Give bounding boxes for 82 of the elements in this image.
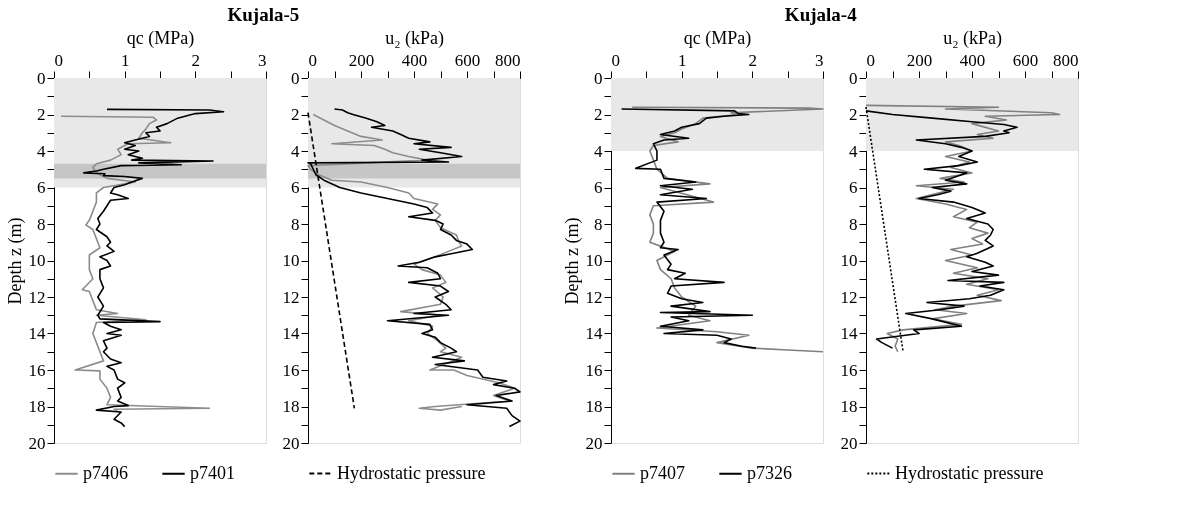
x-tick-label: 600 <box>1012 50 1039 70</box>
x-tick-label: 2 <box>191 50 201 70</box>
y-tick-label: 0 <box>849 68 858 88</box>
y-tick-label: 16 <box>28 360 46 380</box>
y-tick-label: 10 <box>28 251 46 270</box>
y-tick-label: 20 <box>282 433 300 453</box>
x-axis-title: qc (MPa) <box>683 27 752 49</box>
y-tick-label: 12 <box>282 287 300 307</box>
y-tick-label: 12 <box>585 287 603 307</box>
y-tick-label: 6 <box>594 178 603 197</box>
y-tick-label: 18 <box>840 397 858 416</box>
y-tick-label: 10 <box>585 251 603 270</box>
y-axis-title: Depth z (m) <box>561 217 583 305</box>
legend-label: p7407 <box>640 462 685 483</box>
x-tick-label: 0 <box>611 50 620 70</box>
x-tick-label: 800 <box>495 50 521 70</box>
y-tick-label: 0 <box>594 68 603 88</box>
x-tick-label: 0 <box>866 50 875 70</box>
y-tick-label: 8 <box>37 214 46 234</box>
x-tick-label: 3 <box>258 50 267 70</box>
y-tick-label: 12 <box>840 287 858 307</box>
line-series <box>82 108 225 428</box>
y-tick-label: 20 <box>585 433 603 453</box>
x-tick-label: 2 <box>748 50 758 70</box>
y-tick-label: 0 <box>291 68 300 88</box>
y-tick-label: 4 <box>291 141 300 161</box>
x-axis-title: qc (MPa) <box>126 27 195 49</box>
line-series <box>60 115 211 411</box>
y-tick-label: 6 <box>37 178 46 197</box>
x-tick-label: 1 <box>120 50 130 70</box>
x-tick-label: 0 <box>54 50 63 70</box>
y-tick-label: 20 <box>840 433 858 453</box>
legend-label: Hydrostatic pressure <box>895 462 1044 483</box>
y-axis-title: Depth z (m) <box>4 217 26 305</box>
x-tick-label: 3 <box>815 50 824 70</box>
x-tick-label: 800 <box>1053 50 1079 70</box>
line-series <box>865 104 1061 353</box>
y-tick-label: 14 <box>585 324 603 343</box>
x-tick-label: 600 <box>454 50 481 70</box>
x-tick-label: 200 <box>906 50 933 70</box>
x-tick-label: 200 <box>348 50 375 70</box>
y-tick-label: 16 <box>585 360 603 380</box>
y-tick-label: 16 <box>282 360 300 380</box>
y-tick-label: 4 <box>849 141 858 161</box>
y-tick-label: 14 <box>282 324 300 343</box>
x-tick-label: 1 <box>677 50 687 70</box>
x-axis-title: u₂ (kPa) <box>385 27 444 49</box>
line-series <box>620 108 757 349</box>
y-tick-label: 6 <box>849 178 858 197</box>
y-tick-label: 2 <box>594 105 603 124</box>
y-tick-label: 4 <box>594 141 603 161</box>
y-tick-label: 18 <box>282 397 300 416</box>
y-tick-label: 2 <box>291 105 300 124</box>
y-tick-label: 16 <box>840 360 858 380</box>
x-tick-label: 400 <box>959 50 986 70</box>
legend-label: Hydrostatic pressure <box>337 462 486 483</box>
line-series <box>865 110 1018 349</box>
y-tick-label: 4 <box>37 141 46 161</box>
y-tick-label: 10 <box>840 251 858 270</box>
chart-title: Kujala-5 <box>227 3 300 25</box>
x-axis-title: u₂ (kPa) <box>943 27 1002 49</box>
y-tick-label: 2 <box>37 105 46 124</box>
y-tick-label: 18 <box>585 397 603 416</box>
x-tick-label: 0 <box>308 50 317 70</box>
x-tick-label: 400 <box>401 50 428 70</box>
y-tick-label: 20 <box>28 433 46 453</box>
y-tick-label: 8 <box>594 214 603 234</box>
y-tick-label: 8 <box>849 214 858 234</box>
y-tick-label: 14 <box>28 324 46 343</box>
y-tick-label: 0 <box>37 68 46 88</box>
y-tick-label: 8 <box>291 214 300 234</box>
chart-title: Kujala-4 <box>784 3 858 25</box>
legend-label: p7401 <box>190 462 235 483</box>
legend-label: p7406 <box>83 462 128 483</box>
line-series <box>631 106 824 353</box>
y-tick-label: 18 <box>28 397 46 416</box>
y-tick-label: 2 <box>849 105 858 124</box>
legend-label: p7326 <box>747 462 792 483</box>
y-tick-label: 14 <box>840 324 858 343</box>
y-tick-label: 6 <box>291 178 300 197</box>
y-tick-label: 12 <box>28 287 46 307</box>
y-tick-label: 10 <box>282 251 300 270</box>
